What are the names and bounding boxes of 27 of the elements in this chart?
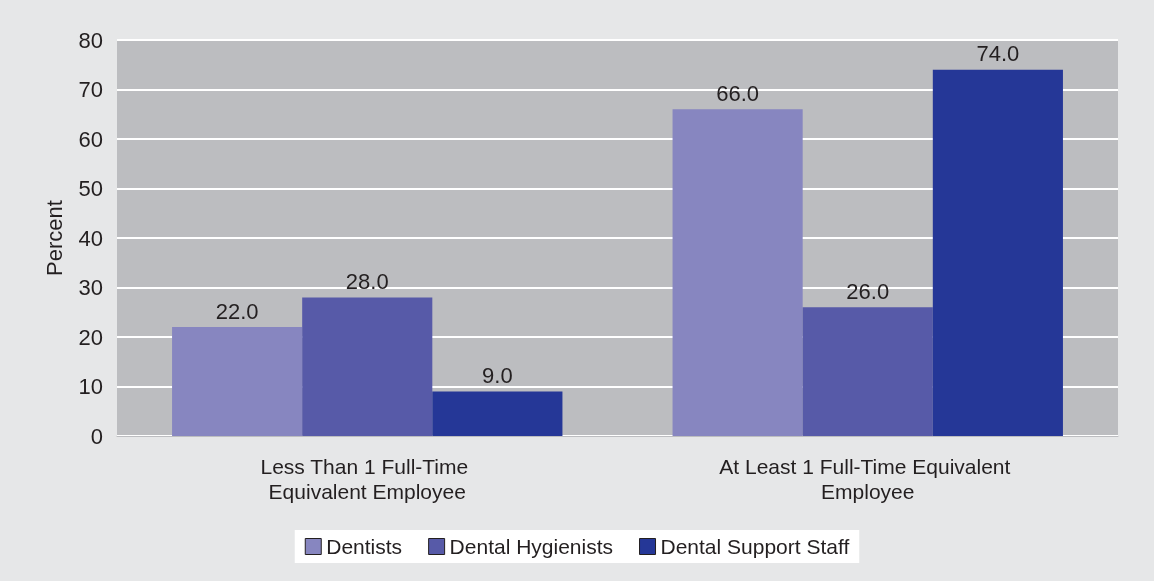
- bar: [932, 69, 1063, 436]
- data-label: 9.0: [482, 362, 513, 388]
- legend-label: Dental Support Staff: [660, 535, 850, 558]
- bar: [672, 109, 803, 436]
- legend-label: Dentists: [326, 535, 403, 558]
- data-label: 26.0: [846, 278, 890, 304]
- bar: [802, 307, 933, 436]
- y-axis-title: Percent: [41, 200, 67, 276]
- y-tick-label: 10: [78, 374, 103, 399]
- data-label: 22.0: [215, 298, 259, 324]
- y-tick-label: 70: [78, 77, 103, 102]
- data-label: 28.0: [345, 268, 389, 294]
- y-tick-label: 50: [78, 176, 103, 201]
- bar: [172, 327, 303, 436]
- y-tick-label: 30: [78, 275, 103, 300]
- bar: [302, 297, 433, 436]
- y-tick-label: 60: [78, 126, 103, 152]
- y-tick-label: 40: [78, 225, 103, 251]
- y-tick-label: 0: [90, 423, 103, 449]
- y-tick-label: 80: [78, 27, 103, 53]
- legend-label: Dental Hygienists: [449, 535, 614, 558]
- x-tick-label: At Least 1 Full-Time Equivalent Employee: [719, 455, 1017, 503]
- data-label: 66.0: [716, 80, 760, 106]
- y-tick-label: 20: [78, 324, 103, 350]
- bar: [432, 391, 563, 436]
- x-tick-label: Less Than 1 Full-Time Equivalent Employee: [260, 455, 475, 503]
- data-label: 74.0: [976, 41, 1020, 67]
